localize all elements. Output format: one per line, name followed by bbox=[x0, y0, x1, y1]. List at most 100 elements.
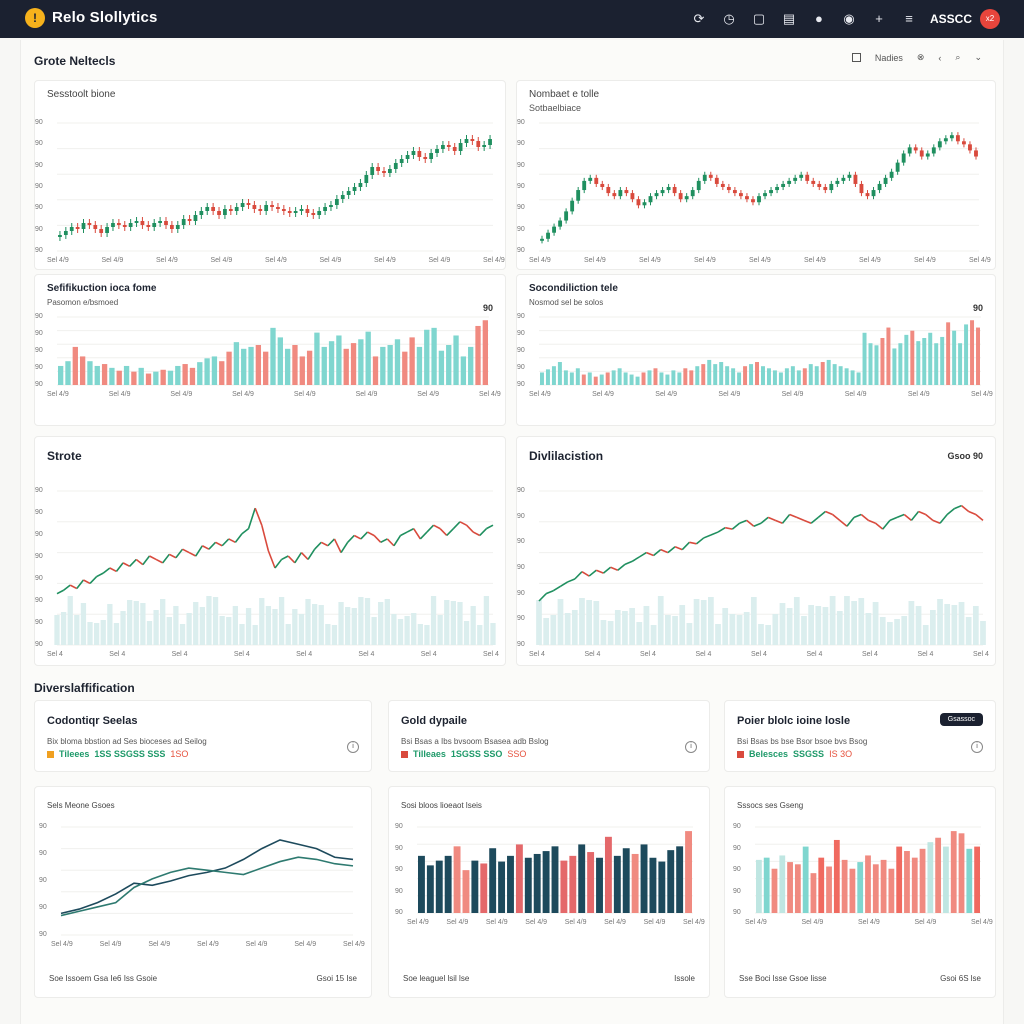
volume-bar bbox=[836, 611, 843, 645]
volume-bar bbox=[457, 602, 463, 645]
bar bbox=[545, 369, 550, 385]
line-segment bbox=[294, 552, 303, 564]
volume-bar bbox=[292, 609, 298, 645]
chevron-down-icon[interactable]: ⌄ bbox=[974, 52, 982, 62]
line-segment bbox=[234, 533, 243, 543]
clock-icon[interactable]: ◷ bbox=[723, 11, 735, 26]
info-card-1[interactable]: Codontiqr Seelas Bix bloma bbstion ad Se… bbox=[34, 700, 372, 772]
line-segment bbox=[817, 510, 826, 519]
y-tick-label: 90 bbox=[39, 850, 47, 857]
info-icon[interactable]: i bbox=[347, 741, 359, 753]
bar bbox=[453, 846, 461, 913]
line-segment bbox=[803, 519, 812, 525]
bar bbox=[94, 365, 100, 385]
bar bbox=[880, 337, 885, 385]
line-segment bbox=[327, 538, 336, 547]
candle bbox=[678, 193, 683, 200]
app-logo[interactable]: ! bbox=[25, 8, 45, 28]
candle bbox=[470, 139, 475, 141]
x-tick-label: Sel 4 bbox=[109, 651, 126, 658]
toggle-label[interactable]: Nadies bbox=[874, 52, 903, 63]
line-segment bbox=[426, 524, 435, 533]
candle bbox=[311, 213, 316, 215]
user-name[interactable]: ASSCC bbox=[929, 12, 972, 26]
bar bbox=[292, 345, 298, 385]
candle bbox=[865, 193, 870, 197]
bar bbox=[659, 372, 664, 385]
app-title: Relo Slollytics bbox=[52, 9, 158, 26]
y-tick-label: 90 bbox=[517, 247, 525, 254]
volume-bar bbox=[536, 600, 542, 645]
bar bbox=[689, 370, 694, 385]
line-segment bbox=[63, 584, 71, 591]
candle bbox=[69, 227, 74, 231]
volume-bar bbox=[67, 596, 73, 645]
line-segment bbox=[195, 545, 204, 557]
refresh-icon[interactable]: ⟳ bbox=[693, 11, 705, 26]
line-segment bbox=[168, 553, 177, 559]
info-icon[interactable]: i bbox=[971, 741, 983, 753]
pin-icon[interactable]: ● bbox=[815, 11, 823, 26]
document-icon[interactable]: ▤ bbox=[782, 11, 796, 26]
candle bbox=[624, 190, 629, 194]
card-title: Nombaet e tolle bbox=[529, 89, 600, 100]
volume-bar bbox=[463, 621, 470, 645]
candle bbox=[702, 174, 707, 181]
bar bbox=[677, 372, 682, 385]
close-circle-icon[interactable]: ⊗ bbox=[916, 52, 925, 62]
line-segment bbox=[314, 541, 322, 550]
x-tick-label: Sel 4/9 bbox=[639, 257, 661, 264]
candle bbox=[181, 219, 186, 225]
search-icon[interactable]: ⌕ bbox=[955, 52, 961, 62]
card-title: Strote bbox=[47, 449, 82, 463]
volume-bar bbox=[127, 600, 133, 645]
volume-bar bbox=[607, 621, 614, 645]
volume-bar bbox=[278, 597, 285, 645]
candle bbox=[411, 151, 416, 155]
volume-bar bbox=[179, 624, 186, 645]
candle bbox=[594, 177, 599, 184]
y-tick-label: 90 bbox=[35, 553, 43, 560]
volume-bar bbox=[345, 607, 351, 645]
add-icon[interactable]: + bbox=[875, 11, 883, 26]
line-segment bbox=[725, 526, 733, 530]
chart-plot bbox=[536, 490, 986, 646]
eye-icon[interactable]: ◉ bbox=[843, 11, 855, 26]
avatar[interactable]: x2 bbox=[980, 9, 1000, 29]
candle bbox=[564, 211, 569, 221]
menu-icon[interactable]: ≡ bbox=[905, 11, 913, 26]
back-icon[interactable]: ‹ bbox=[938, 52, 942, 63]
x-tick-label: Sel 4/9 bbox=[745, 919, 767, 926]
y-tick-label: 90 bbox=[733, 844, 741, 852]
bar bbox=[533, 853, 541, 913]
line-segment bbox=[696, 537, 705, 545]
bar bbox=[167, 370, 174, 385]
line-segment bbox=[681, 541, 690, 551]
candle bbox=[476, 141, 481, 147]
volume-bar bbox=[226, 617, 232, 645]
volume-bar bbox=[822, 607, 829, 645]
line-segment bbox=[142, 555, 151, 566]
checkbox-icon[interactable] bbox=[851, 53, 861, 62]
stat-color-square bbox=[401, 750, 408, 758]
candle bbox=[170, 225, 174, 229]
bar bbox=[153, 371, 159, 385]
window-icon[interactable]: ▢ bbox=[752, 11, 766, 26]
candle bbox=[370, 167, 375, 175]
bar bbox=[838, 366, 843, 385]
volume-bar bbox=[665, 615, 671, 645]
info-pill-button[interactable]: Gsassoc bbox=[939, 713, 983, 726]
bar bbox=[343, 348, 349, 385]
info-icon[interactable]: i bbox=[685, 741, 697, 753]
info-card-2[interactable]: Gold dypaile Bsi Bsas a Ibs bvsoom Bsase… bbox=[388, 700, 710, 772]
line-segment bbox=[122, 562, 131, 567]
bar bbox=[850, 370, 855, 385]
line-segment bbox=[689, 541, 697, 545]
info-card-3[interactable]: Poier blolc ioine losle Gsassoc Bsi Bsas… bbox=[724, 700, 996, 772]
y-tick-label: 90 bbox=[35, 597, 43, 604]
bar bbox=[380, 346, 386, 385]
bar bbox=[409, 337, 415, 385]
bar bbox=[784, 368, 789, 385]
candle bbox=[270, 205, 274, 207]
candle bbox=[128, 223, 133, 227]
